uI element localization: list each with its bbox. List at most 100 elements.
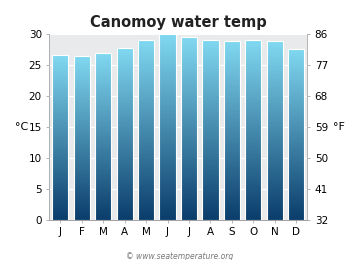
Bar (138, 40, 154, 41)
Bar (181, 113, 197, 114)
Bar (246, 143, 261, 144)
Bar (138, 189, 154, 190)
Bar (138, 187, 154, 188)
Bar (288, 94, 304, 95)
Bar (202, 86, 219, 87)
Bar (288, 156, 304, 157)
Bar (138, 207, 154, 208)
Bar (52, 74, 68, 75)
Bar (138, 205, 154, 206)
Bar (288, 161, 304, 162)
Bar (117, 110, 132, 111)
Bar (267, 41, 283, 42)
Bar (246, 113, 261, 114)
Bar (202, 194, 219, 195)
Bar (95, 129, 111, 130)
Bar (95, 73, 111, 74)
Bar (117, 155, 132, 156)
Bar (73, 56, 90, 219)
Bar (52, 140, 68, 141)
Bar (246, 87, 261, 88)
Bar (95, 89, 111, 90)
Bar (138, 197, 154, 198)
Bar (288, 67, 304, 68)
Bar (138, 69, 154, 70)
Bar (267, 209, 283, 210)
Bar (288, 144, 304, 145)
Bar (288, 51, 304, 52)
Bar (246, 59, 261, 60)
Bar (181, 187, 197, 188)
Bar (52, 77, 68, 78)
Bar (288, 214, 304, 215)
Bar (246, 213, 261, 214)
Bar (246, 147, 261, 148)
Bar (246, 205, 261, 206)
Bar (95, 104, 111, 105)
Bar (267, 141, 283, 142)
Bar (202, 98, 219, 99)
Bar (246, 125, 261, 126)
Bar (181, 77, 197, 78)
Bar (224, 149, 240, 150)
Bar (52, 120, 68, 121)
Bar (181, 132, 197, 133)
Bar (267, 42, 283, 43)
Bar (288, 57, 304, 58)
Bar (52, 114, 68, 115)
Bar (95, 139, 111, 140)
Bar (288, 100, 304, 101)
Bar (52, 91, 68, 92)
Bar (52, 183, 68, 184)
Bar (138, 127, 154, 128)
Bar (224, 61, 240, 62)
Bar (95, 171, 111, 172)
Bar (202, 111, 219, 112)
Bar (95, 69, 111, 70)
Bar (288, 60, 304, 61)
Bar (138, 202, 154, 203)
Bar (181, 198, 197, 199)
Bar (181, 163, 197, 164)
Bar (267, 199, 283, 200)
Bar (246, 107, 261, 108)
Bar (73, 69, 90, 70)
Bar (95, 199, 111, 200)
Bar (138, 80, 154, 81)
Bar (202, 45, 219, 46)
Bar (95, 62, 111, 63)
Bar (73, 97, 90, 98)
Bar (246, 50, 261, 51)
Bar (288, 174, 304, 175)
Bar (224, 119, 240, 120)
Bar (224, 178, 240, 179)
Bar (95, 147, 111, 148)
Bar (224, 101, 240, 102)
Bar (52, 55, 68, 56)
Bar (117, 149, 132, 150)
Bar (288, 74, 304, 75)
Bar (95, 173, 111, 174)
Bar (138, 217, 154, 218)
Bar (224, 130, 240, 131)
Bar (138, 174, 154, 175)
Bar (138, 64, 154, 65)
Bar (73, 94, 90, 95)
Bar (138, 49, 154, 50)
Bar (138, 61, 154, 62)
Bar (73, 68, 90, 69)
Bar (95, 131, 111, 132)
Bar (159, 146, 176, 147)
Bar (73, 128, 90, 129)
Bar (73, 160, 90, 161)
Bar (52, 103, 68, 104)
Bar (246, 188, 261, 189)
Bar (202, 100, 219, 101)
Bar (181, 107, 197, 108)
Bar (73, 62, 90, 63)
Bar (95, 68, 111, 69)
Bar (159, 61, 176, 62)
Bar (159, 67, 176, 68)
Bar (95, 212, 111, 213)
Bar (267, 99, 283, 100)
